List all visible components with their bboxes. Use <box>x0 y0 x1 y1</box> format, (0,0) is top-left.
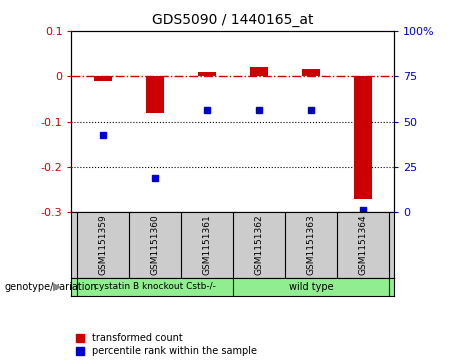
Text: GSM1151364: GSM1151364 <box>358 215 367 276</box>
Title: GDS5090 / 1440165_at: GDS5090 / 1440165_at <box>152 13 313 27</box>
Bar <box>354 76 372 199</box>
Bar <box>198 72 216 76</box>
Text: cystatin B knockout Cstb-/-: cystatin B knockout Cstb-/- <box>94 282 216 291</box>
Bar <box>302 69 320 76</box>
Text: genotype/variation: genotype/variation <box>5 282 97 292</box>
Text: wild type: wild type <box>289 282 333 292</box>
Text: GSM1151361: GSM1151361 <box>202 215 211 276</box>
Text: GSM1151360: GSM1151360 <box>150 215 159 276</box>
Text: ▶: ▶ <box>53 282 62 292</box>
Legend: transformed count, percentile rank within the sample: transformed count, percentile rank withi… <box>77 333 257 356</box>
Text: GSM1151362: GSM1151362 <box>254 215 263 276</box>
Text: GSM1151363: GSM1151363 <box>307 215 315 276</box>
Bar <box>94 76 112 81</box>
Bar <box>146 76 164 113</box>
Bar <box>250 67 268 76</box>
Text: GSM1151359: GSM1151359 <box>98 215 107 276</box>
